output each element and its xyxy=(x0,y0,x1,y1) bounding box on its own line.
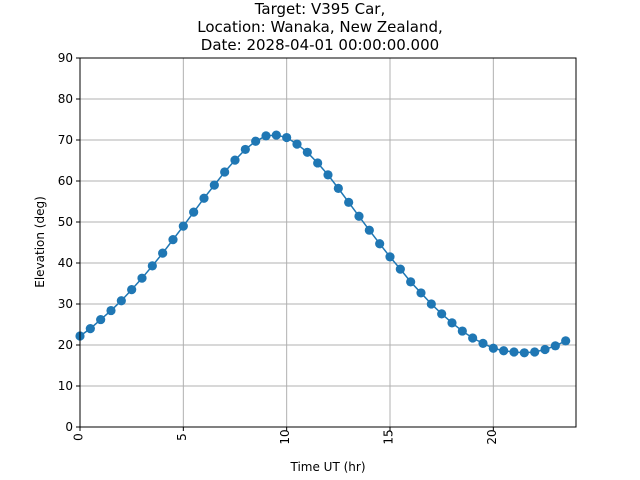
y-tick-label: 40 xyxy=(58,256,73,270)
data-point xyxy=(344,197,354,207)
title-line-1: Target: V395 Car, xyxy=(254,0,386,18)
data-point xyxy=(499,346,509,356)
data-point xyxy=(354,211,364,221)
data-point xyxy=(478,338,488,348)
data-point xyxy=(561,336,571,346)
data-point xyxy=(127,285,137,295)
data-point xyxy=(116,296,126,306)
chart-title: Target: V395 Car, Location: Wanaka, New … xyxy=(197,0,443,54)
title-line-2: Location: Wanaka, New Zealand, xyxy=(197,18,443,36)
y-tick-label: 10 xyxy=(58,379,73,393)
y-tick-label: 80 xyxy=(58,92,73,106)
title-line-3: Date: 2028-04-01 00:00:00.000 xyxy=(201,36,439,54)
data-point xyxy=(519,348,529,358)
data-point xyxy=(282,132,292,143)
plot-frame xyxy=(79,57,577,428)
data-point xyxy=(406,277,416,287)
x-axis-label: Time UT (hr) xyxy=(289,460,365,474)
data-point xyxy=(230,155,240,165)
data-point xyxy=(147,261,157,271)
data-point xyxy=(189,207,199,217)
data-point xyxy=(261,131,271,141)
data-point xyxy=(271,130,281,140)
y-tick-label: 20 xyxy=(58,338,73,352)
y-tick-label: 30 xyxy=(58,297,73,311)
y-tick-label: 60 xyxy=(58,174,73,188)
data-point xyxy=(178,221,188,231)
x-tick-label: 10 xyxy=(278,429,292,444)
data-point xyxy=(199,193,209,203)
data-point xyxy=(447,318,457,328)
data-point xyxy=(385,252,395,262)
data-point xyxy=(333,183,343,193)
data-point xyxy=(323,170,333,180)
data-point xyxy=(137,273,147,283)
x-tick-label: 20 xyxy=(485,429,499,444)
x-tick-label: 15 xyxy=(382,429,396,444)
data-point xyxy=(251,136,261,146)
data-point xyxy=(488,343,498,353)
y-tick-label: 90 xyxy=(58,51,73,65)
data-point xyxy=(426,299,436,309)
x-axis: 0 5 10 15 20 xyxy=(72,427,499,445)
data-point xyxy=(158,248,168,258)
data-point xyxy=(395,264,405,274)
y-tick-label: 0 xyxy=(65,420,73,434)
x-tick-label: 5 xyxy=(175,433,189,441)
data-point xyxy=(209,180,219,190)
data-point xyxy=(302,147,312,157)
series-layer xyxy=(75,130,571,358)
data-point xyxy=(364,225,374,235)
data-point xyxy=(375,239,385,249)
data-point xyxy=(106,305,116,316)
data-point xyxy=(168,235,178,245)
x-tick-label: 0 xyxy=(72,433,86,441)
data-point xyxy=(292,139,302,149)
data-point xyxy=(437,309,447,319)
data-point xyxy=(540,344,550,355)
data-point xyxy=(457,326,467,336)
data-point xyxy=(85,324,95,334)
data-point xyxy=(96,314,106,325)
series-line xyxy=(79,134,566,354)
y-tick-label: 50 xyxy=(58,215,73,229)
data-point xyxy=(313,158,323,168)
data-point xyxy=(550,341,560,351)
y-axis: 0 10 20 30 40 50 60 70 80 90 xyxy=(58,51,80,434)
data-point xyxy=(468,333,478,343)
data-point xyxy=(416,288,426,298)
grid xyxy=(79,57,576,428)
data-point xyxy=(530,347,540,357)
data-point xyxy=(509,347,519,357)
y-tick-label: 70 xyxy=(58,133,73,147)
data-point xyxy=(220,167,230,177)
y-axis-label: Elevation (deg) xyxy=(33,196,47,288)
data-point xyxy=(240,144,250,155)
